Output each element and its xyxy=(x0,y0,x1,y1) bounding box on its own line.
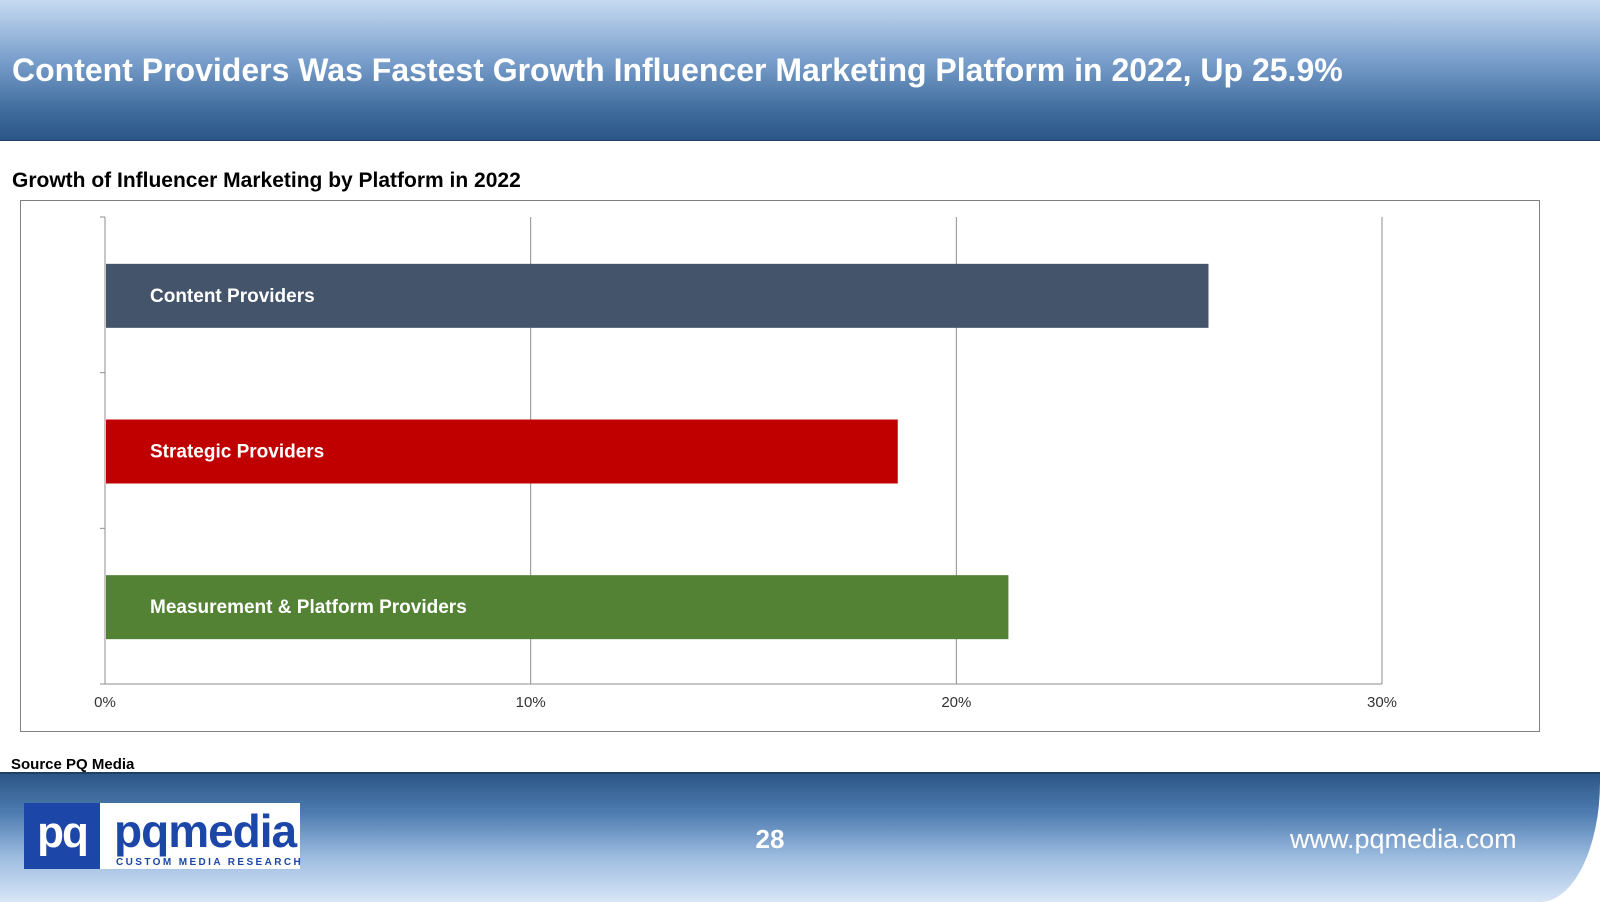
logo-tagline: CUSTOM MEDIA RESEARCH xyxy=(116,857,304,868)
x-tick-label: 10% xyxy=(516,694,546,711)
bar-measurement-platform-providers xyxy=(106,575,1009,640)
bar-strategic-providers xyxy=(106,419,898,484)
chart-title: Growth of Influencer Marketing by Platfo… xyxy=(12,169,521,192)
bar-content-providers xyxy=(106,263,1209,328)
footer-banner: pq pqmedia CUSTOM MEDIA RESEARCH 28 www.… xyxy=(0,772,1600,902)
chart-area: 0% 10% 20% 30% Content Providers Strategic Pr… xyxy=(20,200,1540,732)
website-link[interactable]: www.pqmedia.com xyxy=(1290,824,1517,854)
bar-chart: 0% 10% 20% 30% Content Providers Strategic Pr… xyxy=(94,216,1397,711)
bar-label: Measurement & Platform Providers xyxy=(150,597,467,618)
bar-label: Content Providers xyxy=(150,286,315,307)
page-title: Content Providers Was Fastest Growth Inf… xyxy=(12,52,1343,88)
bar-label: Strategic Providers xyxy=(150,442,324,463)
logo-wordmark: pqmedia xyxy=(114,805,297,857)
logo-mark: pq xyxy=(24,803,100,869)
x-tick-label: 30% xyxy=(1367,694,1397,711)
page-number: 28 xyxy=(755,824,785,854)
header-banner: Content Providers Was Fastest Growth Inf… xyxy=(0,0,1600,141)
pqmedia-logo[interactable]: pq pqmedia CUSTOM MEDIA RESEARCH xyxy=(24,803,304,869)
x-tick-label: 0% xyxy=(94,694,116,711)
source-note: Source PQ Media xyxy=(11,756,135,773)
x-tick-label: 20% xyxy=(941,694,971,711)
